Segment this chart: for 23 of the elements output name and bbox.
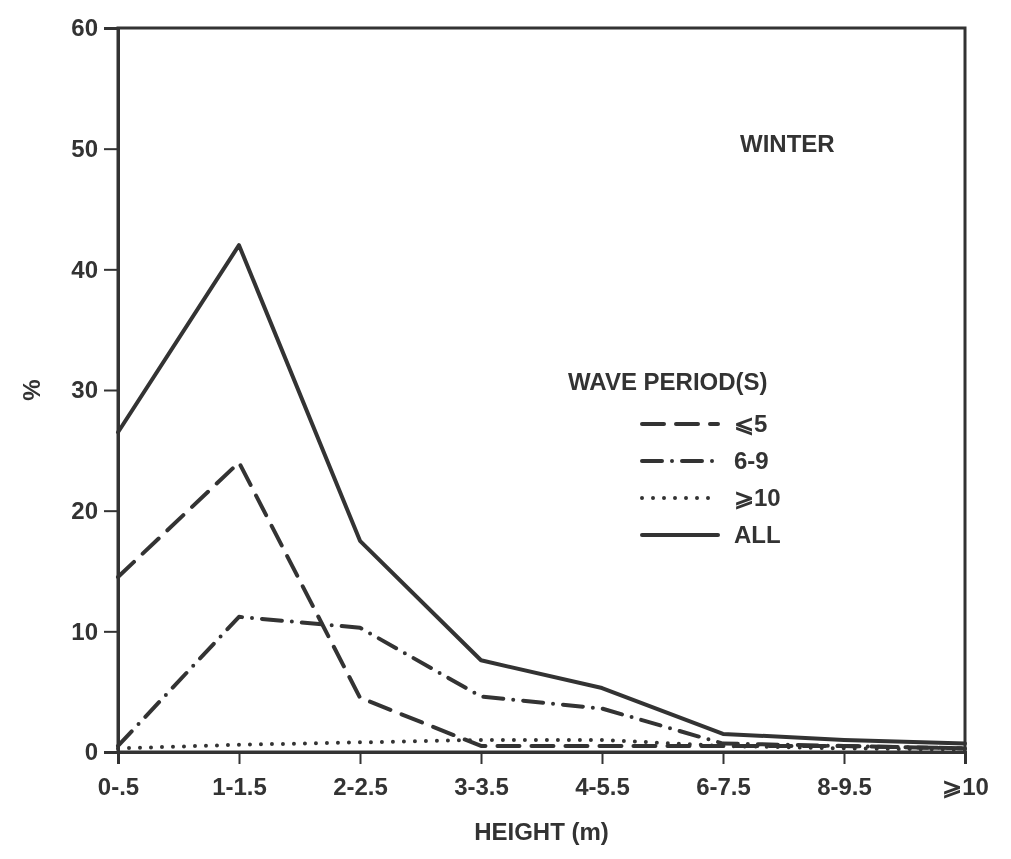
- x-tick-label: 2-2.5: [333, 773, 388, 801]
- y-axis-title: %: [18, 379, 45, 401]
- legend-label: ⩾10: [734, 484, 781, 511]
- x-axis-title: HEIGHT (m): [474, 818, 609, 845]
- x-tick-label: 6-7.5: [696, 773, 751, 801]
- x-tick-label: ⩾10: [942, 773, 989, 801]
- y-tick-label: 10: [71, 617, 98, 645]
- legend-title: WAVE PERIOD(S): [568, 368, 768, 395]
- y-tick-label: 40: [71, 255, 98, 283]
- y-tick-label: 20: [71, 496, 98, 524]
- annotation: WINTER: [740, 130, 835, 157]
- x-tick-label: 4-5.5: [575, 773, 630, 801]
- legend-label: ALL: [734, 521, 781, 548]
- legend-label: ⩽5: [734, 410, 768, 437]
- x-tick-label: 8-9.5: [817, 773, 872, 801]
- y-tick-label: 50: [71, 134, 98, 162]
- legend-label: 6-9: [734, 447, 769, 474]
- x-tick-label: 1-1.5: [212, 773, 267, 801]
- x-tick-label: 3-3.5: [454, 773, 509, 801]
- y-tick-label: 30: [71, 376, 98, 404]
- y-tick-label: 60: [71, 14, 98, 42]
- x-tick-label: 0-.5: [97, 773, 140, 801]
- y-tick-label: 0: [84, 738, 98, 766]
